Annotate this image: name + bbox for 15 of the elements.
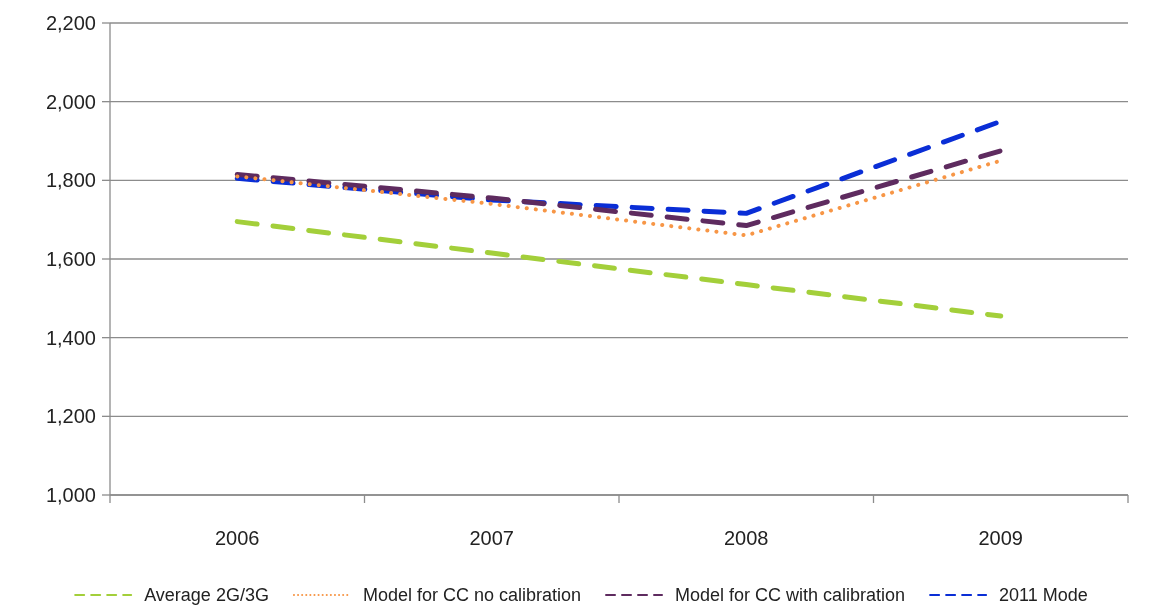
legend-label: Model for CC no calibration [362,585,582,605]
x-tick-label: 2008 [724,527,769,549]
y-tick-label: 1,600 [45,248,96,270]
legend-label: Average 2G/3G [144,585,269,605]
y-tick-label: 1,400 [45,326,96,349]
y-tick-label: 2,000 [45,90,96,113]
y-tick-label: 2,200 [45,12,96,34]
y-tick-label: 1,000 [45,484,96,506]
x-tick-label: 2006 [215,527,260,549]
y-tick-label: 1,800 [45,169,96,192]
y-tick-label: 1,200 [45,405,96,428]
legend-label: Model for CC with calibration [675,585,906,605]
legend-label: 2011 Mode [999,585,1088,605]
x-tick-label: 2009 [978,527,1023,549]
x-tick-label: 2007 [469,527,514,549]
